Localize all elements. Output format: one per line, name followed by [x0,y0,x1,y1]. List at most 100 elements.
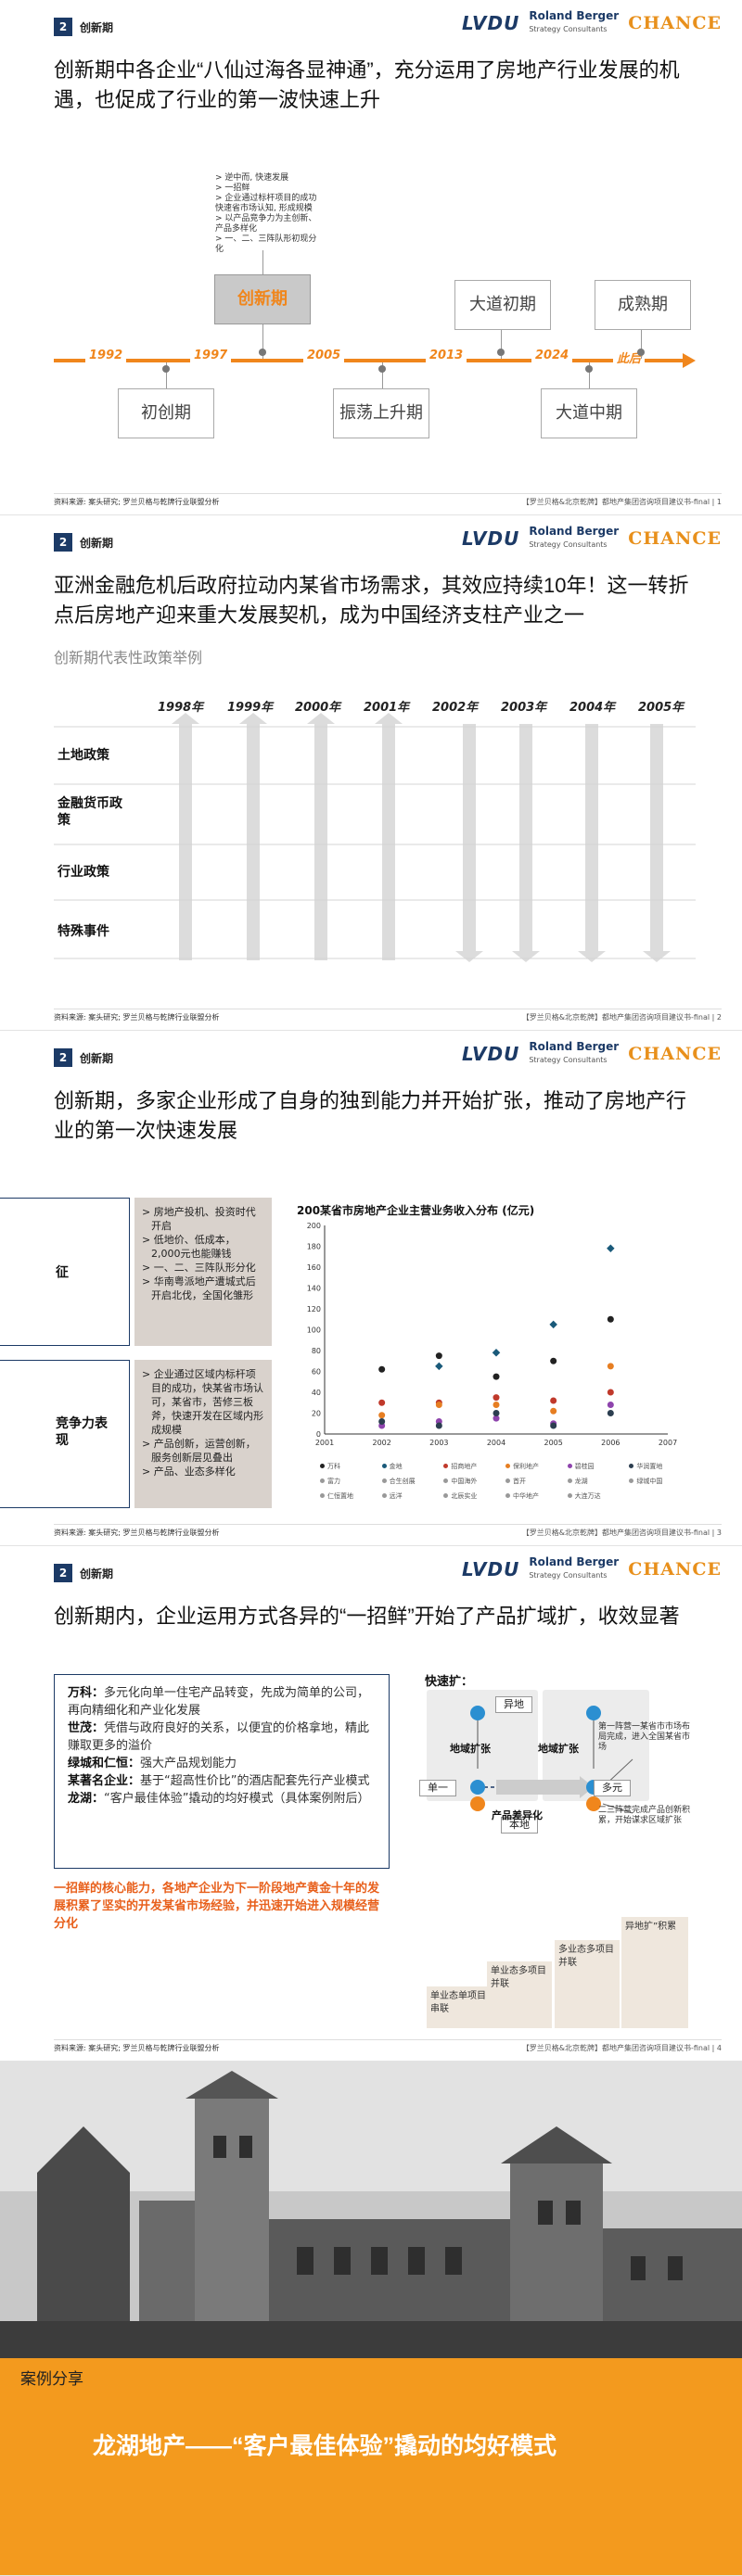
stair-3: 多业态多项目并联 [555,1940,620,2028]
case-title: 龙湖地产——“客户最佳体验”撬动的均好模式 [93,2433,557,2459]
y-tick-label: 200 [307,1222,321,1230]
y-tick-label: 0 [316,1430,321,1439]
x-tick-label: 2005 [544,1439,562,1447]
year-label: 2013 [426,349,467,362]
chart-title: 200某省市房地产企业主营业务收入分布 (亿元) [297,1204,535,1217]
label-top: 征 [56,1265,69,1280]
section-header: 2 创新期 [54,532,113,552]
label-bendi: 本地 [501,1817,538,1834]
footer: 资料来源: 案头研究; 罗兰贝格与乾牌行业联盟分析 【罗兰贝格&北京乾牌】都地产… [54,1009,722,1022]
data-point [549,1320,557,1329]
data-point [493,1402,500,1408]
legend-item: 碧桂园 [567,1462,630,1471]
logo-group: LVDU Roland Berger Strategy Consultants C… [462,525,722,550]
year-header: 2000年 [295,701,341,715]
y-tick-label: 160 [307,1263,321,1272]
feature-box: > 房地产投机、投资时代开启 > 低地价、低成本，2,000元也能赚钱 > 一、… [134,1198,272,1346]
label-chanpin: 产品差异化 [492,1809,543,1821]
data-point [493,1410,500,1416]
slide-4: 2 创新期 LVDU Roland Berger Strategy Consult… [0,1546,742,2062]
strategy-item: 世茂：凭借与政府良好的关系，以便宜的价格拿地，精此赚取更多的溢价 [68,1721,370,1753]
logo-roland-berger: Roland Berger Strategy Consultants [529,525,620,549]
label-diyu-2: 地域扩张 [538,1743,579,1755]
year-header: 1999年 [227,701,274,715]
footer: 资料来源: 案头研究; 罗兰贝格与乾牌行业联盟分析 【罗兰贝格&北京乾牌】都地产… [54,2039,722,2053]
data-point [493,1373,500,1380]
year-header: 2002年 [432,701,479,715]
data-point [493,1394,500,1402]
data-point [550,1397,557,1404]
y-tick-label: 40 [312,1389,321,1397]
legend-item: 首开 [505,1477,568,1486]
data-point [550,1407,557,1415]
slide-3: 2 创新期 LVDU Roland Berger Strategy Consult… [0,1031,742,1546]
key-insight: 一招鲜的核心能力，各地产企业为下一阶段地产黄金十年的发展积累了坚实的开发某省市场… [54,1882,380,1931]
data-point [607,1315,614,1323]
strategy-item: 龙湖：“客户最佳体验”撬动的均好模式（具体案例附后） [68,1792,370,1806]
section-number: 2 [54,1564,72,1582]
stage-chuangxin: 创新期 [214,274,311,324]
legend-item: 远洋 [381,1491,444,1501]
row-label-special: 特殊事件 [58,924,109,939]
label-bottom: 竞争力表现 [56,1416,108,1448]
x-tick-label: 2004 [487,1439,505,1447]
section-header: 2 创新期 [54,17,113,37]
data-point [435,1402,442,1408]
logo-lvdu: LVDU [462,1042,520,1065]
x-tick-label: 2001 [315,1439,334,1447]
stair-1: 单业态单项目串联 [427,1986,492,2028]
data-point [435,1362,443,1371]
strategy-item: 万科：多元化向单一住宅产品转变，先成为简单的公司，再向精细化和产业化发展 [68,1686,370,1718]
slide-title: 创新期中各企业“八仙过海各显神通”，充分运用了房地产行业发展的机遇，也促成了行业… [54,58,680,111]
logo-lvdu: LVDU [462,11,520,34]
stage-chuchuang: 初创期 [118,388,214,438]
section-title: 创新期 [80,1567,114,1580]
data-point [607,1402,614,1408]
data-point [607,1389,614,1396]
legend-item: 龙湖 [567,1477,630,1486]
row-label-finance: 金融货币政策 [58,796,122,828]
slide-5: 案例分享 龙湖地产——“客户最佳体验”撬动的均好模式 [0,2062,742,2576]
logo-lvdu: LVDU [462,527,520,550]
slide-2: 2 创新期 LVDU Roland Berger Strategy Consult… [0,515,742,1031]
logo-chance: CHANCE [628,527,722,549]
logo-chance: CHANCE [628,12,722,33]
legend-item: 北辰实业 [443,1491,505,1501]
data-point [607,1410,614,1416]
stair-2: 单业态多项目并联 [487,1961,552,2028]
expansion-diagram [470,1706,633,1814]
note-first-tier: 第一阵营一某省市市场布局完成，进入全国某省市场 [598,1722,691,1752]
section-header: 2 创新期 [54,1047,113,1068]
year-label: 1997 [190,349,232,362]
year-label: 1992 [85,349,127,362]
label-duoyuan: 多元 [594,1780,631,1796]
data-point [607,1363,614,1370]
year-header: 2003年 [501,701,547,715]
building-photo [0,2062,742,2358]
stage-zhendang: 振荡上升期 [333,388,429,438]
revenue-scatter-chart: 0 20 40 60 80 100 120 140 160 180 200 2001 2002 2003 2… [307,1222,677,1447]
legend-item: 合生创展 [381,1477,444,1486]
legend-item: 富力 [320,1477,382,1486]
data-point [550,1422,557,1429]
stage-notes: > 逆中而, 快速发展 > 一招鲜 > 企业通过标杆项目的成功快速省市场认知, … [215,173,317,254]
x-tick-label: 2006 [601,1439,620,1447]
legend-item: 中国海外 [443,1477,505,1486]
legend-item: 招商地产 [443,1462,505,1471]
x-tick-label: 2003 [429,1439,448,1447]
footer: 资料来源: 案头研究; 罗兰贝格与乾牌行业联盟分析 【罗兰贝格&北京乾牌】都地产… [54,493,722,507]
y-tick-label: 20 [312,1410,321,1418]
y-tick-label: 120 [307,1305,321,1313]
case-band [0,2358,742,2575]
y-tick-label: 180 [307,1243,321,1251]
section-number: 2 [54,1048,72,1067]
section-number: 2 [54,533,72,552]
slide-subtitle: 创新期代表性政策举例 [54,649,203,666]
data-point [493,1415,500,1422]
section-title: 创新期 [80,20,114,34]
data-point [607,1244,615,1252]
year-label: 此后 [613,349,646,366]
year-header: 2001年 [364,701,410,715]
case-label: 案例分享 [20,2370,83,2389]
logo-roland-berger: Roland Berger Strategy Consultants [529,1555,620,1580]
